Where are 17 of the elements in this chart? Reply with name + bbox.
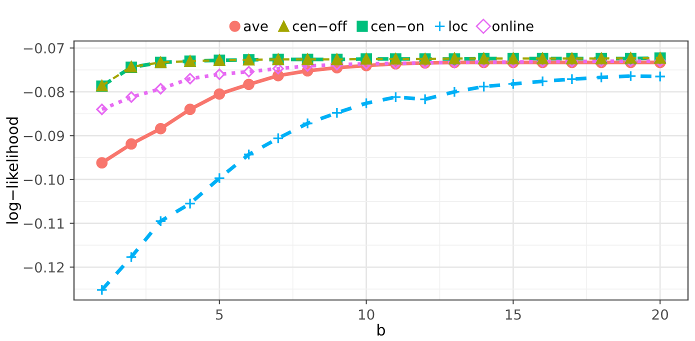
legend-label: ave (244, 23, 268, 32)
y-tick-label: −0.12 (24, 262, 64, 273)
x-axis-title: b (378, 324, 386, 336)
legend-label: cen−off (292, 20, 348, 32)
legend-label: cen−on (371, 23, 424, 32)
x-tick-label: 10 (359, 309, 374, 320)
x-tick-label: 15 (506, 309, 521, 320)
x-tick-label: 5 (216, 309, 223, 320)
y-tick-label: −0.11 (24, 218, 64, 229)
legend-label: loc (449, 20, 468, 32)
x-tick-label: 20 (652, 309, 668, 320)
legend-label: online (492, 20, 534, 32)
y-tick-label: −0.09 (24, 130, 64, 142)
y-tick-label: −0.08 (24, 86, 64, 98)
y-tick-label: −0.10 (24, 174, 64, 185)
y-tick-label: −0.07 (24, 42, 64, 54)
y-axis-title: log−likelihood (6, 117, 22, 224)
